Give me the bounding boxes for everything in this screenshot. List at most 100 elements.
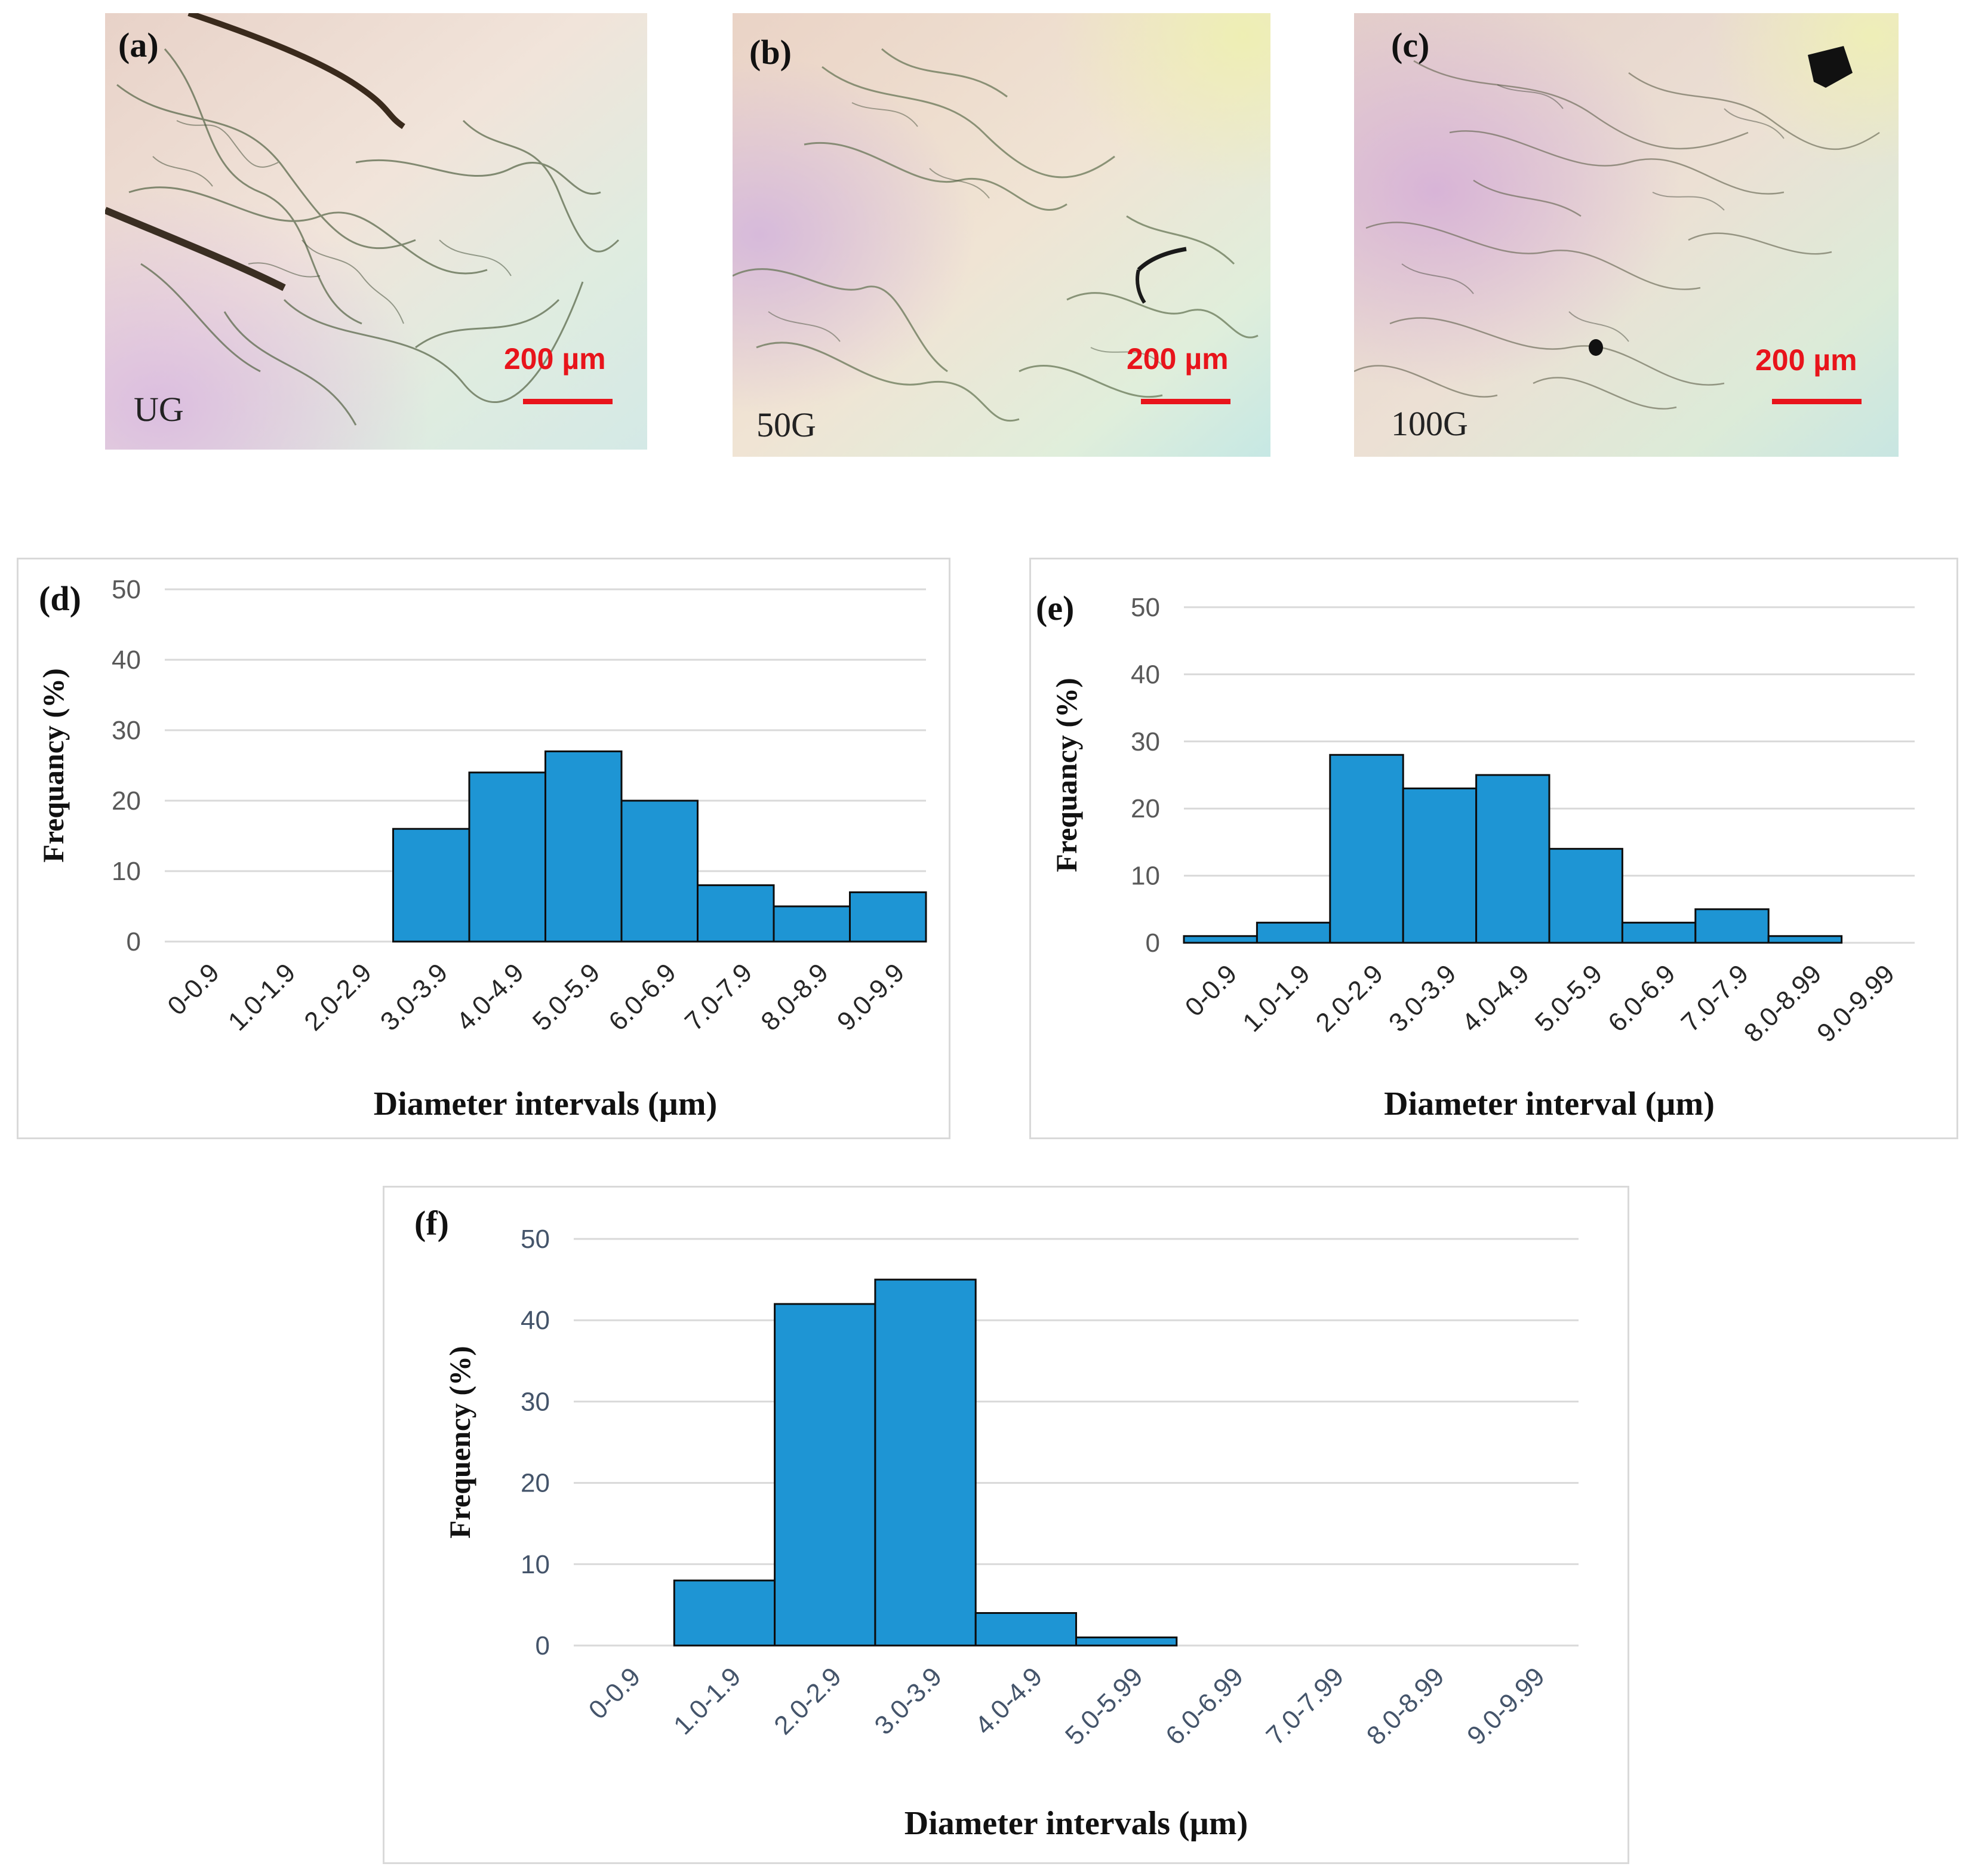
histogram-bar (1548, 848, 1623, 944)
micrograph-b: (b) 50G 200 µm (733, 13, 1270, 457)
micrograph-c-image (1354, 13, 1899, 457)
chart-panel-d: 0 10 20 30 40 50 0-0.9 1.0-1.9 2.0-2.9 3.0-3.9 4.0… (17, 558, 950, 1139)
histogram-e: 0 10 20 30 40 50 0-0.91.0-1.92.0-2.93.0-3.94.0… (1050, 593, 1915, 1122)
x-tick-label: 9.0-9.99 (1462, 1662, 1550, 1751)
x-tick-label: 6.0-6.9 (1602, 959, 1681, 1038)
panel-f-label: (f) (414, 1204, 449, 1243)
y-tick-label: 20 (1131, 794, 1160, 823)
x-tick-label: 4.0-4.9 (451, 958, 530, 1037)
x-tick-label: 8.0-8.99 (1739, 959, 1828, 1048)
y-tick-label: 40 (112, 645, 141, 675)
scale-bar (1141, 399, 1230, 404)
histogram-f: 0 10 20 30 40 50 0-0.9 1.0-1.9 2.0-2.9 3.0-3.9 4.0… (443, 1225, 1579, 1842)
micrograph-a: (a) UG 200 µm (105, 13, 647, 450)
y-tick-label: 30 (1131, 727, 1160, 756)
x-tick-label: 2.0-2.9 (299, 958, 377, 1037)
x-tick-label: 4.0-4.9 (970, 1662, 1048, 1740)
histogram-bar (392, 828, 470, 943)
histogram-bar (697, 884, 775, 943)
x-tick-label: 6.0-6.99 (1160, 1662, 1249, 1751)
x-tick-label: 7.0-7.99 (1260, 1662, 1349, 1751)
y-axis-label: Frequency (%) (443, 1346, 476, 1539)
micrograph-c: (c) 100G 200 µm (1354, 13, 1899, 457)
x-axis-label: Diameter intervals (µm) (904, 1805, 1248, 1842)
histogram-bar (544, 750, 623, 943)
scale-bar-label: 200 µm (1127, 342, 1229, 376)
histogram-bar (974, 1612, 1078, 1647)
histogram-bar (1075, 1636, 1178, 1647)
y-tick-label: 0 (536, 1631, 550, 1660)
histogram-d: 0 10 20 30 40 50 0-0.91.0-1.92.0-2.93.0-3.94.0… (36, 575, 927, 1122)
y-tick-label: 50 (1131, 593, 1160, 622)
histogram-bar (1767, 935, 1843, 944)
x-tick-label: 6.0-6.9 (603, 958, 682, 1037)
x-tick-label: 2.0-2.9 (768, 1662, 847, 1740)
x-tick-label: 5.0-5.9 (527, 958, 606, 1037)
micrograph-b-image (733, 13, 1270, 457)
x-tick-label: 2.0-2.9 (1310, 959, 1389, 1038)
panel-b-label: (b) (749, 33, 792, 72)
x-tick-label: 3.0-3.9 (1383, 959, 1462, 1038)
x-tick-label: 8.0-8.99 (1361, 1662, 1450, 1751)
x-axis-label: Diameter intervals (µm) (374, 1085, 717, 1122)
y-tick-label: 20 (521, 1469, 550, 1498)
sample-label-100g: 100G (1391, 404, 1468, 443)
x-tick-label: 5.0-5.9 (1530, 959, 1608, 1038)
histogram-bar (1402, 787, 1478, 944)
panel-d-label: (d) (39, 579, 81, 618)
sample-label-ug: UG (134, 390, 184, 429)
x-tick-label: 8.0-8.9 (755, 958, 834, 1037)
y-axis-label: Frequancy (%) (36, 668, 70, 862)
y-tick-label: 30 (112, 716, 141, 745)
y-tick-label: 20 (112, 786, 141, 816)
histogram-bar (1621, 921, 1697, 944)
histogram-bar (1329, 754, 1404, 944)
histogram-bar (673, 1579, 776, 1647)
x-tick-label: 0-0.9 (583, 1662, 647, 1725)
panel-e-label: (e) (1036, 589, 1075, 628)
y-tick-label: 40 (1131, 660, 1160, 689)
chart-panel-e: 0 10 20 30 40 50 0-0.9 1.0-1.9 2.0-2.9 3.0-3.9 4.0… (1029, 558, 1958, 1139)
y-tick-label: 40 (521, 1306, 550, 1335)
y-tick-label: 30 (521, 1387, 550, 1416)
y-axis-label: Frequancy (%) (1050, 678, 1083, 872)
y-tick-label: 10 (521, 1550, 550, 1579)
x-tick-label: 3.0-3.9 (375, 958, 454, 1037)
x-tick-label: 1.0-1.9 (668, 1662, 747, 1740)
histogram-bar (468, 771, 546, 943)
scale-bar (1772, 399, 1862, 404)
histogram-bar (1475, 774, 1550, 944)
x-tick-label: 1.0-1.9 (1237, 959, 1316, 1038)
x-tick-label: 7.0-7.9 (679, 958, 758, 1037)
x-tick-label: 4.0-4.9 (1456, 959, 1535, 1038)
x-tick-label: 9.0-9.9 (832, 958, 910, 1037)
histogram-bar (1256, 921, 1331, 944)
x-tick-label: 5.0-5.99 (1060, 1662, 1149, 1751)
x-tick-label: 0-0.9 (162, 958, 225, 1021)
x-tick-label: 9.0-9.99 (1811, 959, 1900, 1048)
histogram-bar (1183, 935, 1258, 944)
y-tick-label: 10 (1131, 862, 1160, 891)
micrograph-a-image (105, 13, 647, 450)
chart-panel-f: 0 10 20 30 40 50 0-0.9 1.0-1.9 2.0-2.9 3.0-3.9 4.0… (383, 1186, 1629, 1864)
histogram-bar (874, 1278, 977, 1647)
histogram-bar (1694, 908, 1770, 944)
panel-c-label: (c) (1391, 26, 1430, 64)
x-axis-label: Diameter interval (µm) (1384, 1085, 1715, 1122)
y-tick-label: 50 (521, 1225, 550, 1254)
histogram-bar (620, 799, 699, 943)
x-tick-label: 0-0.9 (1180, 959, 1243, 1022)
y-tick-label: 10 (112, 857, 141, 886)
scale-bar (523, 399, 613, 404)
histogram-bar (849, 891, 927, 943)
x-tick-label: 3.0-3.9 (869, 1662, 948, 1740)
panel-a-label: (a) (118, 26, 159, 64)
sample-label-50g: 50G (756, 405, 816, 444)
histogram-bar (774, 1303, 876, 1647)
y-tick-label: 0 (1146, 928, 1160, 958)
y-tick-label: 0 (127, 927, 141, 957)
scale-bar-label: 200 µm (504, 342, 606, 376)
scale-bar-label: 200 µm (1755, 343, 1857, 377)
x-tick-label: 1.0-1.9 (223, 958, 301, 1037)
y-tick-label: 50 (112, 575, 141, 604)
